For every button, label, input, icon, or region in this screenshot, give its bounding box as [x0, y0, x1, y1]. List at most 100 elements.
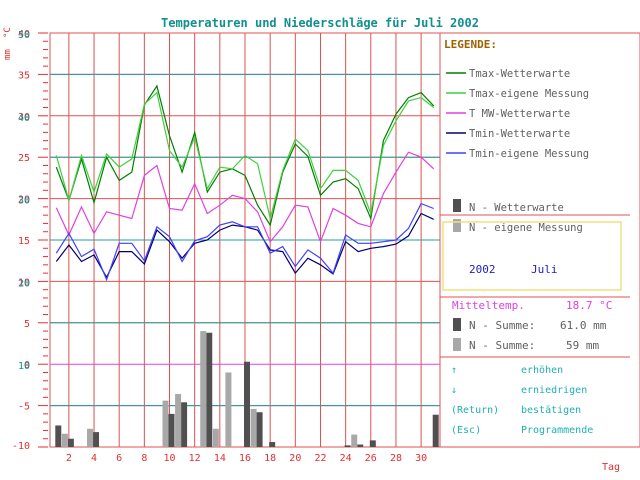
temp-tick-label: -10	[12, 441, 30, 452]
temp-tick-label: 25	[18, 153, 30, 164]
precip-bar	[225, 372, 232, 447]
temp-tick-label: 20	[18, 195, 30, 206]
temp-tick-label: 15	[18, 236, 30, 247]
hint-action-quit: Programmende	[521, 425, 593, 436]
hint-action-confirm: bestätigen	[521, 405, 581, 416]
temp-line	[55, 151, 435, 244]
sum1-value: 61.0 mm	[560, 319, 607, 332]
x-tick-label: 6	[116, 453, 122, 464]
x-tick-label: 16	[239, 453, 251, 464]
legend-label: N - Wetterwarte	[469, 202, 564, 214]
hint-key-down[interactable]: ↓	[451, 385, 457, 396]
legend-bar-swatch	[453, 199, 461, 212]
legend-label: Tmax-eigene Messung	[469, 88, 589, 100]
precip-bar	[206, 332, 213, 447]
x-tick-label: 4	[91, 453, 97, 464]
temp-tick-label: 30	[18, 112, 30, 123]
sum1-label: N - Summe:	[469, 319, 535, 332]
precip-bar	[200, 331, 207, 447]
key-hints: ↑ erhöhen ↓ erniedrigen (Return) bestäti…	[451, 365, 593, 436]
x-tick-label: 22	[314, 453, 326, 464]
precip-bar	[55, 425, 62, 447]
x-tick-label: 8	[141, 453, 147, 464]
sum2-value: 59 mm	[566, 339, 599, 352]
hint-key-esc[interactable]: (Esc)	[451, 425, 481, 436]
precip-tick-label: 30	[18, 196, 30, 207]
mean-temp-value: 18.7 °C	[566, 299, 612, 312]
x-tick-label: 2	[66, 453, 72, 464]
period-box-frame	[442, 221, 622, 291]
legend-bar-swatch	[453, 219, 461, 232]
temp-line	[55, 84, 435, 227]
temp-line	[55, 91, 435, 219]
precipitation-bars	[55, 331, 439, 447]
precip-tick-label: 50	[18, 30, 30, 41]
sum2-swatch	[453, 338, 461, 351]
precip-bar	[162, 400, 169, 447]
mean-temp-label: Mitteltemp.	[452, 299, 525, 312]
temp-line	[55, 202, 434, 282]
precip-bar	[87, 428, 94, 447]
legend-label: Tmin-Wetterwarte	[469, 128, 570, 140]
precip-bar	[432, 414, 439, 447]
hint-key-return[interactable]: (Return)	[451, 405, 499, 416]
x-axis-label: Tag	[602, 462, 620, 473]
precip-bar	[244, 361, 250, 447]
hint-action-increase: erhöhen	[521, 365, 563, 376]
precip-bar	[212, 428, 219, 447]
precip-bar	[256, 412, 263, 447]
grid	[49, 32, 640, 448]
x-tick-label: 20	[289, 453, 301, 464]
precip-bar	[93, 432, 100, 447]
temp-tick-label: 40	[18, 29, 30, 40]
precip-tick-label: 40	[18, 113, 30, 124]
precip-bar	[250, 408, 257, 447]
sum2-label: N - Summe:	[469, 339, 535, 352]
chart-title: Temperaturen und Niederschläge für Juli …	[161, 16, 479, 30]
legend-heading: LEGENDE:	[444, 38, 497, 51]
precip-tick-label: 20	[18, 278, 30, 289]
precip-bar	[175, 394, 182, 447]
precip-bar	[61, 433, 68, 447]
sum1-swatch	[453, 318, 461, 331]
x-tick-label: 24	[340, 453, 352, 464]
temp-tick-label: 0	[24, 360, 30, 371]
x-tick-label: 10	[163, 453, 175, 464]
x-tick-label: 12	[189, 453, 201, 464]
precip-bar	[369, 440, 376, 447]
hint-key-up[interactable]: ↑	[451, 365, 457, 376]
temp-tick-label: -5	[18, 402, 30, 413]
period-year: 2002	[469, 263, 496, 276]
x-tick-label: 28	[390, 453, 402, 464]
legend: LEGENDE: Tmax-Wetterwarte Tmax-eigene Mes…	[444, 38, 589, 234]
precip-bar	[344, 445, 351, 447]
degc-unit-label: °C	[3, 27, 13, 38]
precip-bar	[351, 434, 358, 447]
precip-bar	[67, 438, 74, 447]
period-month: Juli	[531, 263, 558, 276]
precip-bar	[181, 402, 188, 447]
x-tick-label: 18	[264, 453, 276, 464]
legend-items: Tmax-Wetterwarte Tmax-eigene Messung T MW-…	[446, 68, 589, 234]
precip-bar	[269, 442, 276, 447]
stats-panel: Mitteltemp. 18.7 °C N - Summe: 61.0 mm N…	[452, 299, 612, 352]
x-tick-label: 26	[365, 453, 377, 464]
mm-unit-label: mm	[3, 49, 13, 60]
legend-label: T MW-Wetterwarte	[469, 108, 570, 120]
legend-label: Tmin-eigene Messung	[469, 148, 589, 160]
period-box: 2002 Juli	[442, 221, 622, 291]
precip-tick-label: 10	[18, 361, 30, 372]
temperature-lines	[55, 84, 435, 282]
legend-label: N - eigene Messung	[469, 222, 583, 234]
temp-tick-label: 35	[18, 70, 30, 81]
precip-bar	[168, 413, 175, 447]
x-tick-label: 30	[415, 453, 427, 464]
precip-bar	[357, 444, 364, 447]
temp-tick-label: 5	[24, 319, 30, 330]
hint-action-decrease: erniedrigen	[521, 385, 587, 396]
legend-label: Tmax-Wetterwarte	[469, 68, 570, 80]
x-tick-label: 14	[214, 453, 226, 464]
temp-tick-label: 10	[18, 277, 30, 288]
